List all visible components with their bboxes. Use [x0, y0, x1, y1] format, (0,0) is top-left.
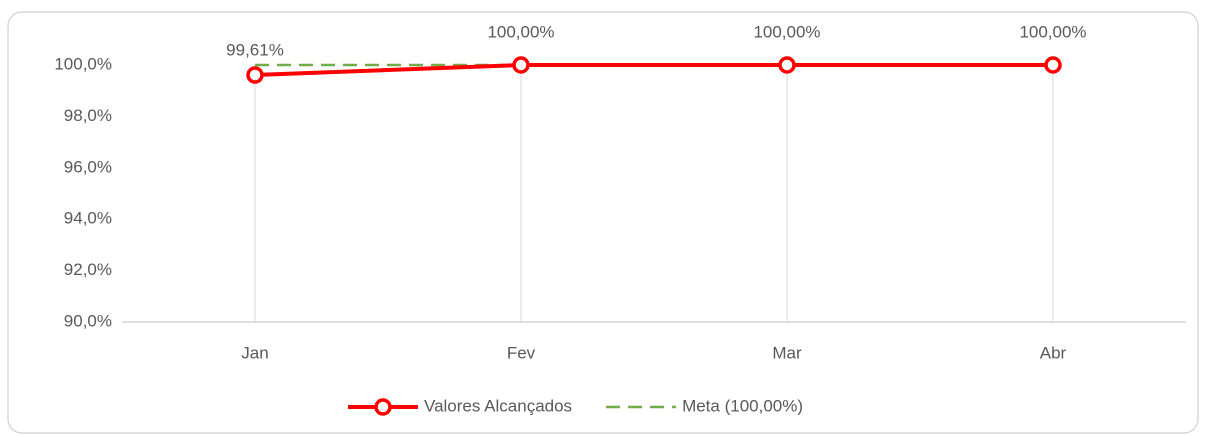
- series-line: [254, 63, 1053, 78]
- y-tick-label: 96,0%: [64, 157, 112, 176]
- x-tick-label: Jan: [241, 343, 268, 362]
- marker: [246, 66, 264, 84]
- y-tick-label: 94,0%: [64, 209, 112, 228]
- marker: [512, 56, 530, 74]
- y-tick-label: 90,0%: [64, 311, 112, 330]
- legend-label: Meta (100,00%): [682, 396, 803, 415]
- chart-frame: [7, 11, 1199, 434]
- marker: [778, 56, 796, 74]
- y-tick-label: 92,0%: [64, 260, 112, 279]
- y-tick-label: 100,0%: [54, 54, 112, 73]
- data-label: 100,00%: [1019, 22, 1086, 41]
- legend-marker: [374, 398, 392, 416]
- data-label: 100,00%: [487, 22, 554, 41]
- marker: [1044, 56, 1062, 74]
- x-tick-label: Mar: [772, 343, 802, 362]
- y-tick-label: 98,0%: [64, 106, 112, 125]
- data-label: 100,00%: [753, 22, 820, 41]
- x-tick-label: Fev: [507, 343, 536, 362]
- legend-label: Valores Alcançados: [424, 396, 572, 415]
- x-tick-label: Abr: [1040, 343, 1067, 362]
- data-label: 99,61%: [226, 41, 284, 60]
